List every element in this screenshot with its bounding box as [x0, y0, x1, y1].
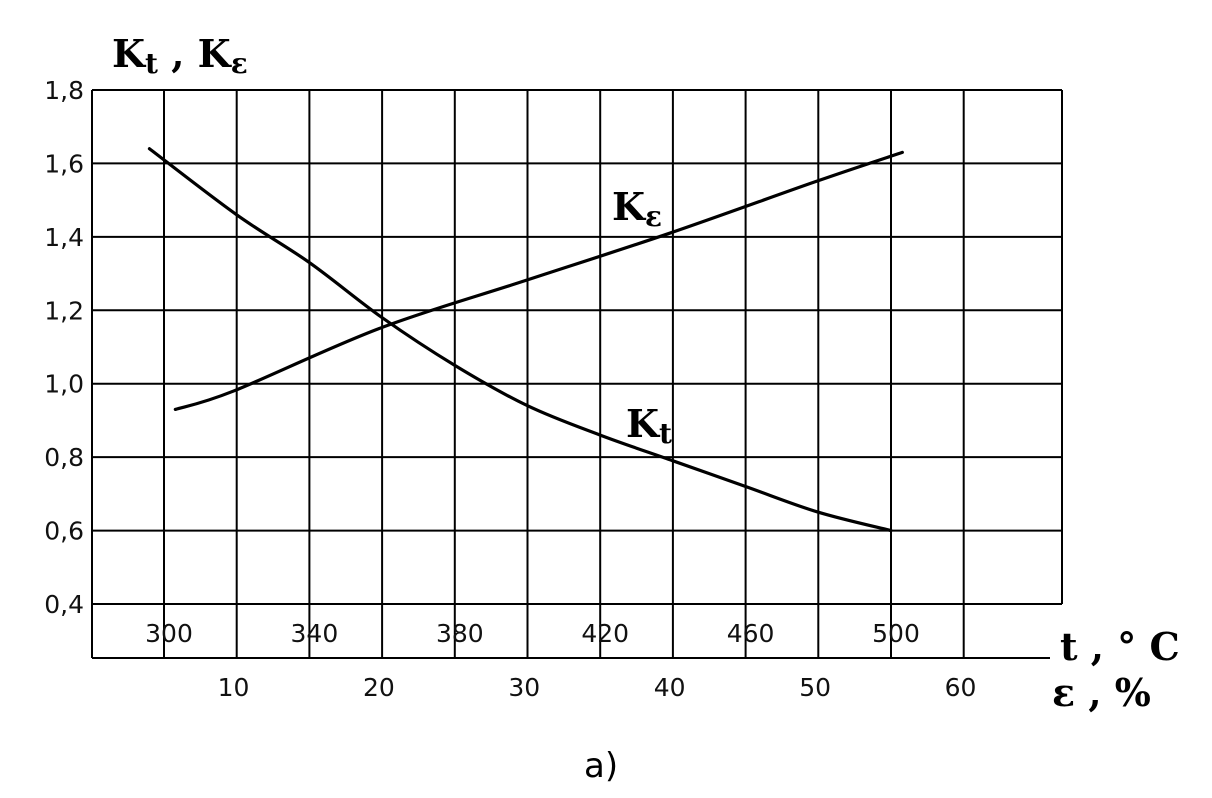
x-top-tick-label: 460	[727, 619, 775, 648]
x-bottom-tick-label: 60	[945, 673, 977, 702]
y-tick-label: 1,2	[44, 296, 84, 325]
y-tick-label: 0,6	[44, 517, 84, 546]
grid	[91, 89, 1063, 659]
y-tick-label: 1,4	[44, 223, 84, 252]
y-axis-title: Kt , Kε	[112, 31, 248, 80]
x-top-tick-label: 420	[581, 619, 629, 648]
y-tick-label: 1,6	[44, 149, 84, 178]
series-label-k-t: Kt	[626, 401, 672, 450]
y-tick-label: 1,8	[44, 76, 84, 105]
x-top-tick-label: 500	[872, 619, 920, 648]
x-top-tick-label: 300	[145, 619, 193, 648]
x-top-axis-ticks: 300 340 380 420 460 500	[145, 619, 920, 648]
x-top-tick-label: 380	[436, 619, 484, 648]
series-line-k-epsilon	[173, 150, 904, 412]
series-line-k-t	[147, 147, 893, 533]
x-bottom-tick-label: 10	[218, 673, 250, 702]
x-bottom-axis-ticks: 10 20 30 40 50 60	[218, 673, 977, 702]
y-axis-ticks: 0,4 0,6 0,8 1,0 1,2 1,4 1,6 1,8	[44, 76, 84, 619]
x-bottom-tick-label: 50	[799, 673, 831, 702]
x-top-tick-label: 340	[291, 619, 339, 648]
y-tick-label: 0,4	[44, 590, 84, 619]
x-bottom-tick-label: 20	[363, 673, 395, 702]
y-tick-label: 0,8	[44, 443, 84, 472]
x-top-axis-title: t , ° C	[1060, 624, 1180, 669]
x-bottom-tick-label: 40	[654, 673, 686, 702]
series-label-k-epsilon: Kε	[612, 184, 662, 233]
y-tick-label: 1,0	[44, 370, 84, 399]
series-lines	[147, 147, 904, 533]
figure-caption: a)	[584, 746, 618, 786]
x-bottom-tick-label: 30	[508, 673, 540, 702]
x-bottom-axis-title: ε , %	[1052, 670, 1151, 715]
